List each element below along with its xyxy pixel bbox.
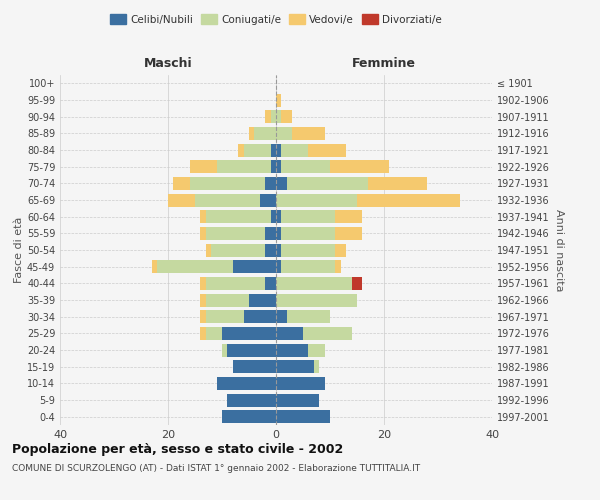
Bar [276, 327, 303, 340]
Bar [244, 310, 276, 323]
Bar [276, 144, 281, 156]
Bar [335, 210, 362, 223]
Text: COMUNE DI SCURZOLENGO (AT) - Dati ISTAT 1° gennaio 2002 - Elaborazione TUTTITALI: COMUNE DI SCURZOLENGO (AT) - Dati ISTAT … [12, 464, 420, 473]
Bar [233, 360, 276, 373]
Bar [281, 260, 335, 273]
Bar [357, 194, 460, 206]
Bar [217, 377, 276, 390]
Bar [206, 244, 211, 256]
Bar [352, 277, 362, 290]
Bar [190, 160, 217, 173]
Bar [200, 227, 206, 240]
Bar [227, 394, 276, 406]
Bar [276, 194, 357, 206]
Bar [200, 327, 206, 340]
Text: Maschi: Maschi [143, 57, 193, 70]
Bar [233, 260, 276, 273]
Bar [222, 344, 227, 356]
Bar [265, 227, 276, 240]
Bar [276, 377, 325, 390]
Bar [206, 294, 249, 306]
Bar [206, 327, 222, 340]
Bar [206, 210, 271, 223]
Bar [276, 177, 287, 190]
Bar [173, 177, 190, 190]
Bar [190, 177, 265, 190]
Bar [276, 210, 281, 223]
Bar [287, 310, 330, 323]
Bar [281, 244, 335, 256]
Bar [227, 344, 276, 356]
Bar [308, 344, 325, 356]
Bar [303, 327, 352, 340]
Bar [281, 144, 308, 156]
Bar [217, 160, 271, 173]
Bar [254, 127, 276, 140]
Bar [168, 194, 195, 206]
Bar [260, 194, 276, 206]
Bar [281, 160, 330, 173]
Bar [211, 244, 265, 256]
Bar [276, 360, 314, 373]
Bar [222, 410, 276, 423]
Bar [244, 144, 271, 156]
Bar [249, 294, 276, 306]
Bar [276, 227, 281, 240]
Bar [271, 210, 276, 223]
Text: Popolazione per età, sesso e stato civile - 2002: Popolazione per età, sesso e stato civil… [12, 442, 343, 456]
Bar [368, 177, 427, 190]
Bar [200, 210, 206, 223]
Bar [271, 110, 276, 123]
Bar [206, 310, 244, 323]
Bar [200, 294, 206, 306]
Bar [276, 394, 319, 406]
Bar [335, 244, 346, 256]
Bar [152, 260, 157, 273]
Legend: Celibi/Nubili, Coniugati/e, Vedovi/e, Divorziati/e: Celibi/Nubili, Coniugati/e, Vedovi/e, Di… [106, 10, 446, 29]
Bar [335, 227, 362, 240]
Bar [330, 160, 389, 173]
Bar [281, 110, 292, 123]
Bar [276, 410, 330, 423]
Bar [265, 110, 271, 123]
Bar [276, 244, 281, 256]
Bar [271, 160, 276, 173]
Bar [308, 144, 346, 156]
Bar [206, 227, 265, 240]
Bar [195, 194, 260, 206]
Bar [157, 260, 233, 273]
Bar [281, 210, 335, 223]
Bar [276, 127, 292, 140]
Y-axis label: Anni di nascita: Anni di nascita [554, 208, 563, 291]
Bar [287, 177, 368, 190]
Y-axis label: Fasce di età: Fasce di età [14, 217, 24, 283]
Bar [265, 244, 276, 256]
Bar [276, 110, 281, 123]
Bar [314, 360, 319, 373]
Bar [222, 327, 276, 340]
Bar [265, 277, 276, 290]
Bar [200, 277, 206, 290]
Bar [200, 310, 206, 323]
Bar [249, 127, 254, 140]
Bar [276, 344, 308, 356]
Bar [265, 177, 276, 190]
Bar [271, 144, 276, 156]
Bar [281, 227, 335, 240]
Bar [238, 144, 244, 156]
Bar [292, 127, 325, 140]
Text: Femmine: Femmine [352, 57, 416, 70]
Bar [335, 260, 341, 273]
Bar [276, 260, 281, 273]
Bar [276, 160, 281, 173]
Bar [276, 294, 357, 306]
Bar [276, 277, 352, 290]
Bar [276, 310, 287, 323]
Bar [206, 277, 265, 290]
Bar [276, 94, 281, 106]
